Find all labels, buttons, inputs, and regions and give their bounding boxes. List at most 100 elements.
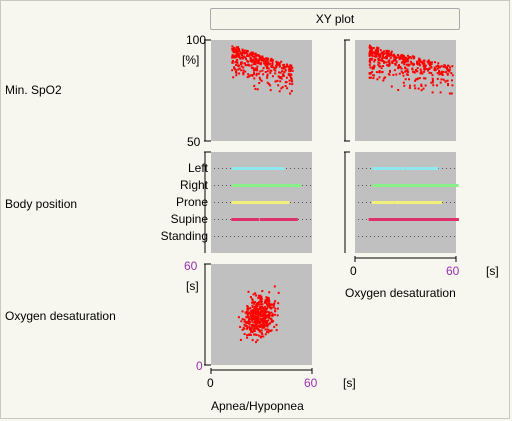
scatter-point bbox=[383, 60, 386, 63]
scatter-point bbox=[246, 53, 249, 56]
scatter-point bbox=[269, 89, 272, 92]
position-guide-dot bbox=[366, 236, 367, 237]
scatter-point bbox=[235, 48, 238, 51]
scatter-point bbox=[402, 55, 405, 58]
scatter-point bbox=[265, 296, 268, 299]
scatter-point bbox=[439, 66, 441, 69]
scatter-point bbox=[369, 76, 372, 79]
scatter-point bbox=[450, 72, 453, 75]
position-guide-dot bbox=[446, 168, 447, 169]
position-point bbox=[400, 218, 404, 221]
scatter-point bbox=[244, 311, 247, 314]
scatter-point bbox=[254, 292, 257, 295]
scatter-point bbox=[392, 53, 395, 56]
scatter-point bbox=[232, 76, 235, 79]
scatter-point bbox=[265, 60, 268, 62]
position-point bbox=[265, 201, 268, 204]
scatter-point bbox=[266, 81, 269, 84]
scatter-point bbox=[398, 66, 401, 69]
scatter-point bbox=[290, 79, 293, 82]
position-point bbox=[284, 218, 287, 221]
scatter-point bbox=[263, 313, 266, 316]
scatter-point bbox=[378, 55, 381, 57]
scatter-point bbox=[369, 59, 371, 62]
scatter-point bbox=[395, 61, 398, 64]
scatter-point bbox=[251, 310, 254, 313]
scatter-point bbox=[267, 298, 270, 301]
scatter-point bbox=[405, 56, 408, 59]
scatter-point bbox=[419, 72, 422, 75]
scatter-point bbox=[430, 81, 433, 84]
position-point bbox=[291, 184, 295, 187]
xy-plot-tab[interactable]: XY plot bbox=[210, 8, 460, 30]
scatter-point bbox=[252, 310, 255, 313]
scatter-point bbox=[269, 69, 272, 72]
scatter-point bbox=[260, 314, 262, 317]
scatter-point bbox=[257, 72, 260, 75]
scatter-point bbox=[398, 57, 401, 60]
scatter-point bbox=[442, 65, 445, 68]
scatter-point bbox=[262, 317, 265, 320]
position-guide-dot bbox=[358, 168, 359, 169]
scatter-point bbox=[427, 61, 429, 63]
scatter-point bbox=[379, 54, 382, 57]
scatter-point bbox=[387, 65, 390, 67]
scatter-point bbox=[372, 77, 375, 80]
scatter-point bbox=[422, 62, 425, 65]
scatter-point bbox=[420, 70, 423, 73]
scatter-point bbox=[273, 285, 276, 288]
scatter-point bbox=[276, 61, 279, 64]
scatter-point bbox=[427, 59, 430, 62]
scatter-point bbox=[247, 308, 250, 311]
xlabel-desat: Oxygen desaturation bbox=[345, 286, 456, 300]
scatter-point bbox=[244, 324, 247, 327]
position-guide-dot bbox=[454, 202, 455, 203]
position-guide-dot bbox=[362, 185, 363, 186]
position-guide-dot bbox=[422, 236, 423, 237]
scatter-point bbox=[451, 65, 454, 68]
scatter-point bbox=[255, 323, 258, 326]
scatter-point bbox=[261, 55, 264, 58]
scatter-point bbox=[422, 65, 425, 68]
position-point bbox=[397, 201, 401, 204]
position-guide-dot bbox=[310, 168, 311, 169]
scatter-point bbox=[411, 67, 414, 70]
scatter-point bbox=[371, 66, 374, 69]
position-guide-dot bbox=[246, 236, 247, 237]
position-point bbox=[252, 184, 256, 187]
scatter-point bbox=[382, 79, 385, 82]
scatter-point bbox=[264, 63, 267, 66]
xunit-apnea: [s] bbox=[343, 376, 356, 390]
scatter-point bbox=[253, 302, 256, 305]
scatter-point bbox=[240, 65, 243, 68]
position-point bbox=[416, 184, 420, 187]
scatter-point bbox=[231, 54, 234, 57]
scatter-point bbox=[274, 80, 277, 83]
position-point bbox=[455, 184, 459, 187]
scatter-point bbox=[442, 71, 445, 73]
position-point bbox=[271, 167, 275, 170]
position-point bbox=[250, 201, 254, 204]
position-guide-dot bbox=[218, 202, 219, 203]
scatter-point bbox=[382, 55, 385, 57]
scatter-point bbox=[369, 46, 372, 49]
scatter-point bbox=[261, 290, 264, 292]
position-point bbox=[250, 218, 254, 221]
scatter-point bbox=[438, 71, 440, 73]
scatter-point bbox=[246, 76, 249, 79]
scatter-point bbox=[234, 61, 237, 64]
scatter-point bbox=[254, 67, 257, 70]
position-guide-dot bbox=[282, 236, 283, 237]
scatter-point bbox=[251, 298, 254, 301]
scatter-point bbox=[443, 64, 446, 67]
axis-lines bbox=[204, 39, 457, 374]
scatter-point bbox=[252, 328, 255, 331]
position-category-label: Standing bbox=[161, 229, 208, 243]
scatter-point bbox=[247, 73, 250, 76]
scatter-point bbox=[249, 307, 252, 309]
position-guide-dot bbox=[394, 236, 395, 237]
scatter-point bbox=[428, 71, 431, 74]
scatter-point bbox=[440, 78, 443, 81]
scatter-point bbox=[401, 61, 403, 64]
